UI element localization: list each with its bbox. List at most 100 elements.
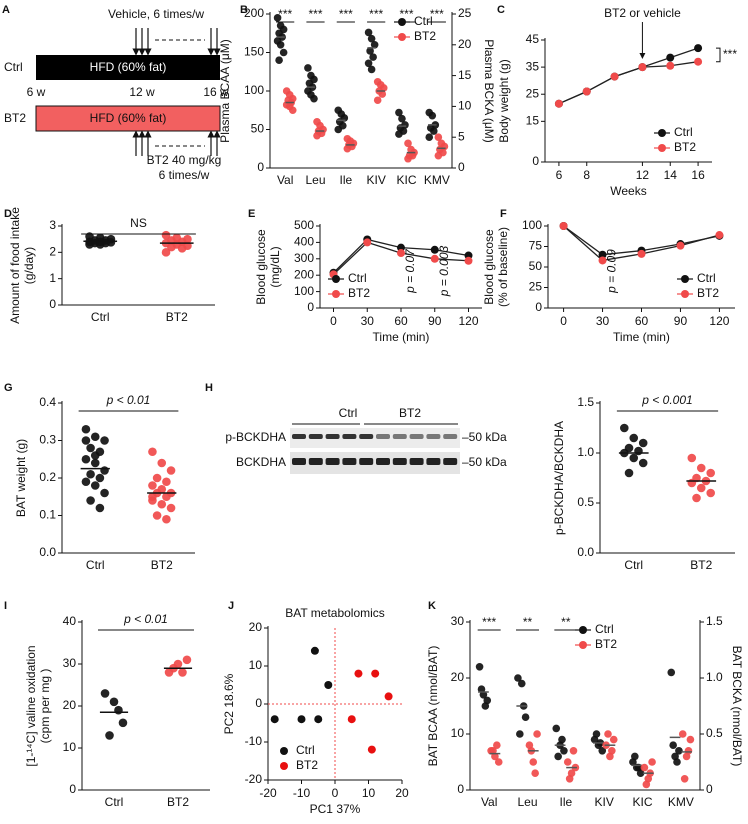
x-tick-label: 90	[674, 314, 688, 328]
data-point	[314, 715, 323, 724]
y-tick-label: 3	[49, 218, 56, 232]
band	[308, 434, 323, 439]
data-point	[95, 240, 105, 249]
legend-label: Ctrl	[595, 622, 614, 636]
y-axis-label: (cpm per mg )	[38, 669, 52, 744]
x-tick-label: 120	[458, 314, 478, 328]
data-point	[620, 423, 629, 433]
data-point	[558, 735, 566, 744]
data-point	[279, 48, 288, 57]
y-tick-label: 300	[294, 251, 314, 265]
x-tick-label: BT2	[690, 558, 712, 572]
band	[443, 458, 458, 465]
panel-label: A	[2, 4, 10, 16]
data-point	[609, 735, 618, 744]
legend-marker	[681, 290, 689, 298]
data-point	[669, 741, 677, 749]
data-point	[81, 454, 91, 464]
data-point	[638, 63, 647, 72]
data-point	[371, 669, 380, 678]
x-tick-label: -20	[259, 786, 277, 800]
x-tick-label: Ctrl	[91, 310, 110, 324]
data-point	[148, 481, 157, 490]
data-point	[638, 458, 648, 468]
data-point	[157, 458, 167, 468]
row-name: Ctrl	[4, 60, 23, 74]
y-tick-label: 400	[294, 235, 314, 249]
blot-label: p-BCKDHA	[225, 430, 286, 444]
data-point	[384, 692, 393, 701]
y-tick-label: 0	[307, 300, 314, 314]
significance: NS	[130, 216, 147, 230]
data-point	[161, 230, 171, 240]
x-tick-label: KIV	[594, 795, 613, 809]
data-point	[118, 718, 128, 728]
data-point	[563, 758, 572, 766]
x-tick-label: KIC	[632, 795, 652, 809]
y-tick-label: 0	[532, 154, 539, 168]
significance: p < 0.001	[641, 393, 692, 407]
y2-tick-label: 5	[458, 129, 465, 143]
y-tick-label: 0.2	[39, 470, 56, 484]
data-point	[157, 499, 167, 509]
chart-title: BAT metabolomics	[285, 606, 385, 620]
band	[292, 458, 306, 465]
note: Vehicle, 6 times/w	[108, 7, 204, 21]
data-point	[166, 466, 176, 475]
data-point	[105, 731, 114, 740]
x-tick-label: 0	[332, 786, 339, 800]
band	[342, 434, 357, 439]
x-tick-label: 0	[330, 314, 337, 328]
y2-tick-label: 25	[458, 6, 472, 20]
data-point	[162, 492, 171, 502]
y-tick-label: 25	[526, 86, 540, 100]
y-tick-label: 10	[63, 740, 77, 754]
group: Ctrl	[339, 406, 358, 420]
data-point	[148, 492, 157, 502]
data-point	[364, 28, 373, 37]
panel-label: K	[428, 600, 436, 612]
y-tick-label: 0.0	[39, 545, 56, 559]
data-point	[148, 447, 157, 457]
band	[359, 458, 374, 465]
significance: ***	[482, 615, 496, 629]
data-point	[395, 130, 403, 138]
group: BT2	[399, 406, 421, 420]
y-tick-label: 150	[244, 45, 264, 59]
data-point	[430, 245, 439, 254]
annotation: p = 0.003	[437, 245, 451, 297]
data-point	[634, 446, 643, 456]
data-point	[715, 231, 724, 240]
blot-label: BCKDHA	[236, 455, 286, 469]
data-point	[687, 478, 697, 488]
significance: **	[523, 615, 533, 629]
y2-axis-label: BAT BCKA (nmol/BAT)	[730, 646, 744, 767]
data-point	[398, 114, 406, 123]
data-point	[608, 747, 616, 755]
y-tick-label: 0	[69, 782, 76, 796]
panel-label: H	[205, 382, 213, 394]
panel-label: G	[4, 382, 13, 394]
data-point	[109, 697, 119, 707]
band	[426, 458, 441, 465]
data-point	[167, 242, 176, 252]
x-tick-label: 8	[583, 168, 590, 182]
data-point	[276, 41, 285, 49]
data-point	[310, 646, 319, 655]
panel-label: E	[248, 208, 255, 220]
data-point	[481, 702, 490, 710]
data-point	[706, 488, 715, 498]
legend-label: BT2	[296, 758, 318, 772]
y-tick-label: 25	[529, 280, 543, 294]
legend-label: Ctrl	[414, 14, 433, 28]
y-tick-label: 1.5	[577, 395, 594, 409]
x-axis-label: Time (min)	[373, 330, 430, 344]
legend-label: BT2	[674, 140, 696, 154]
data-point	[676, 241, 685, 250]
data-point	[554, 752, 562, 761]
x-tick-label: 12	[636, 168, 650, 182]
y-tick-label: 500	[294, 218, 314, 232]
x-tick-label: 60	[635, 314, 649, 328]
data-point	[696, 483, 706, 493]
